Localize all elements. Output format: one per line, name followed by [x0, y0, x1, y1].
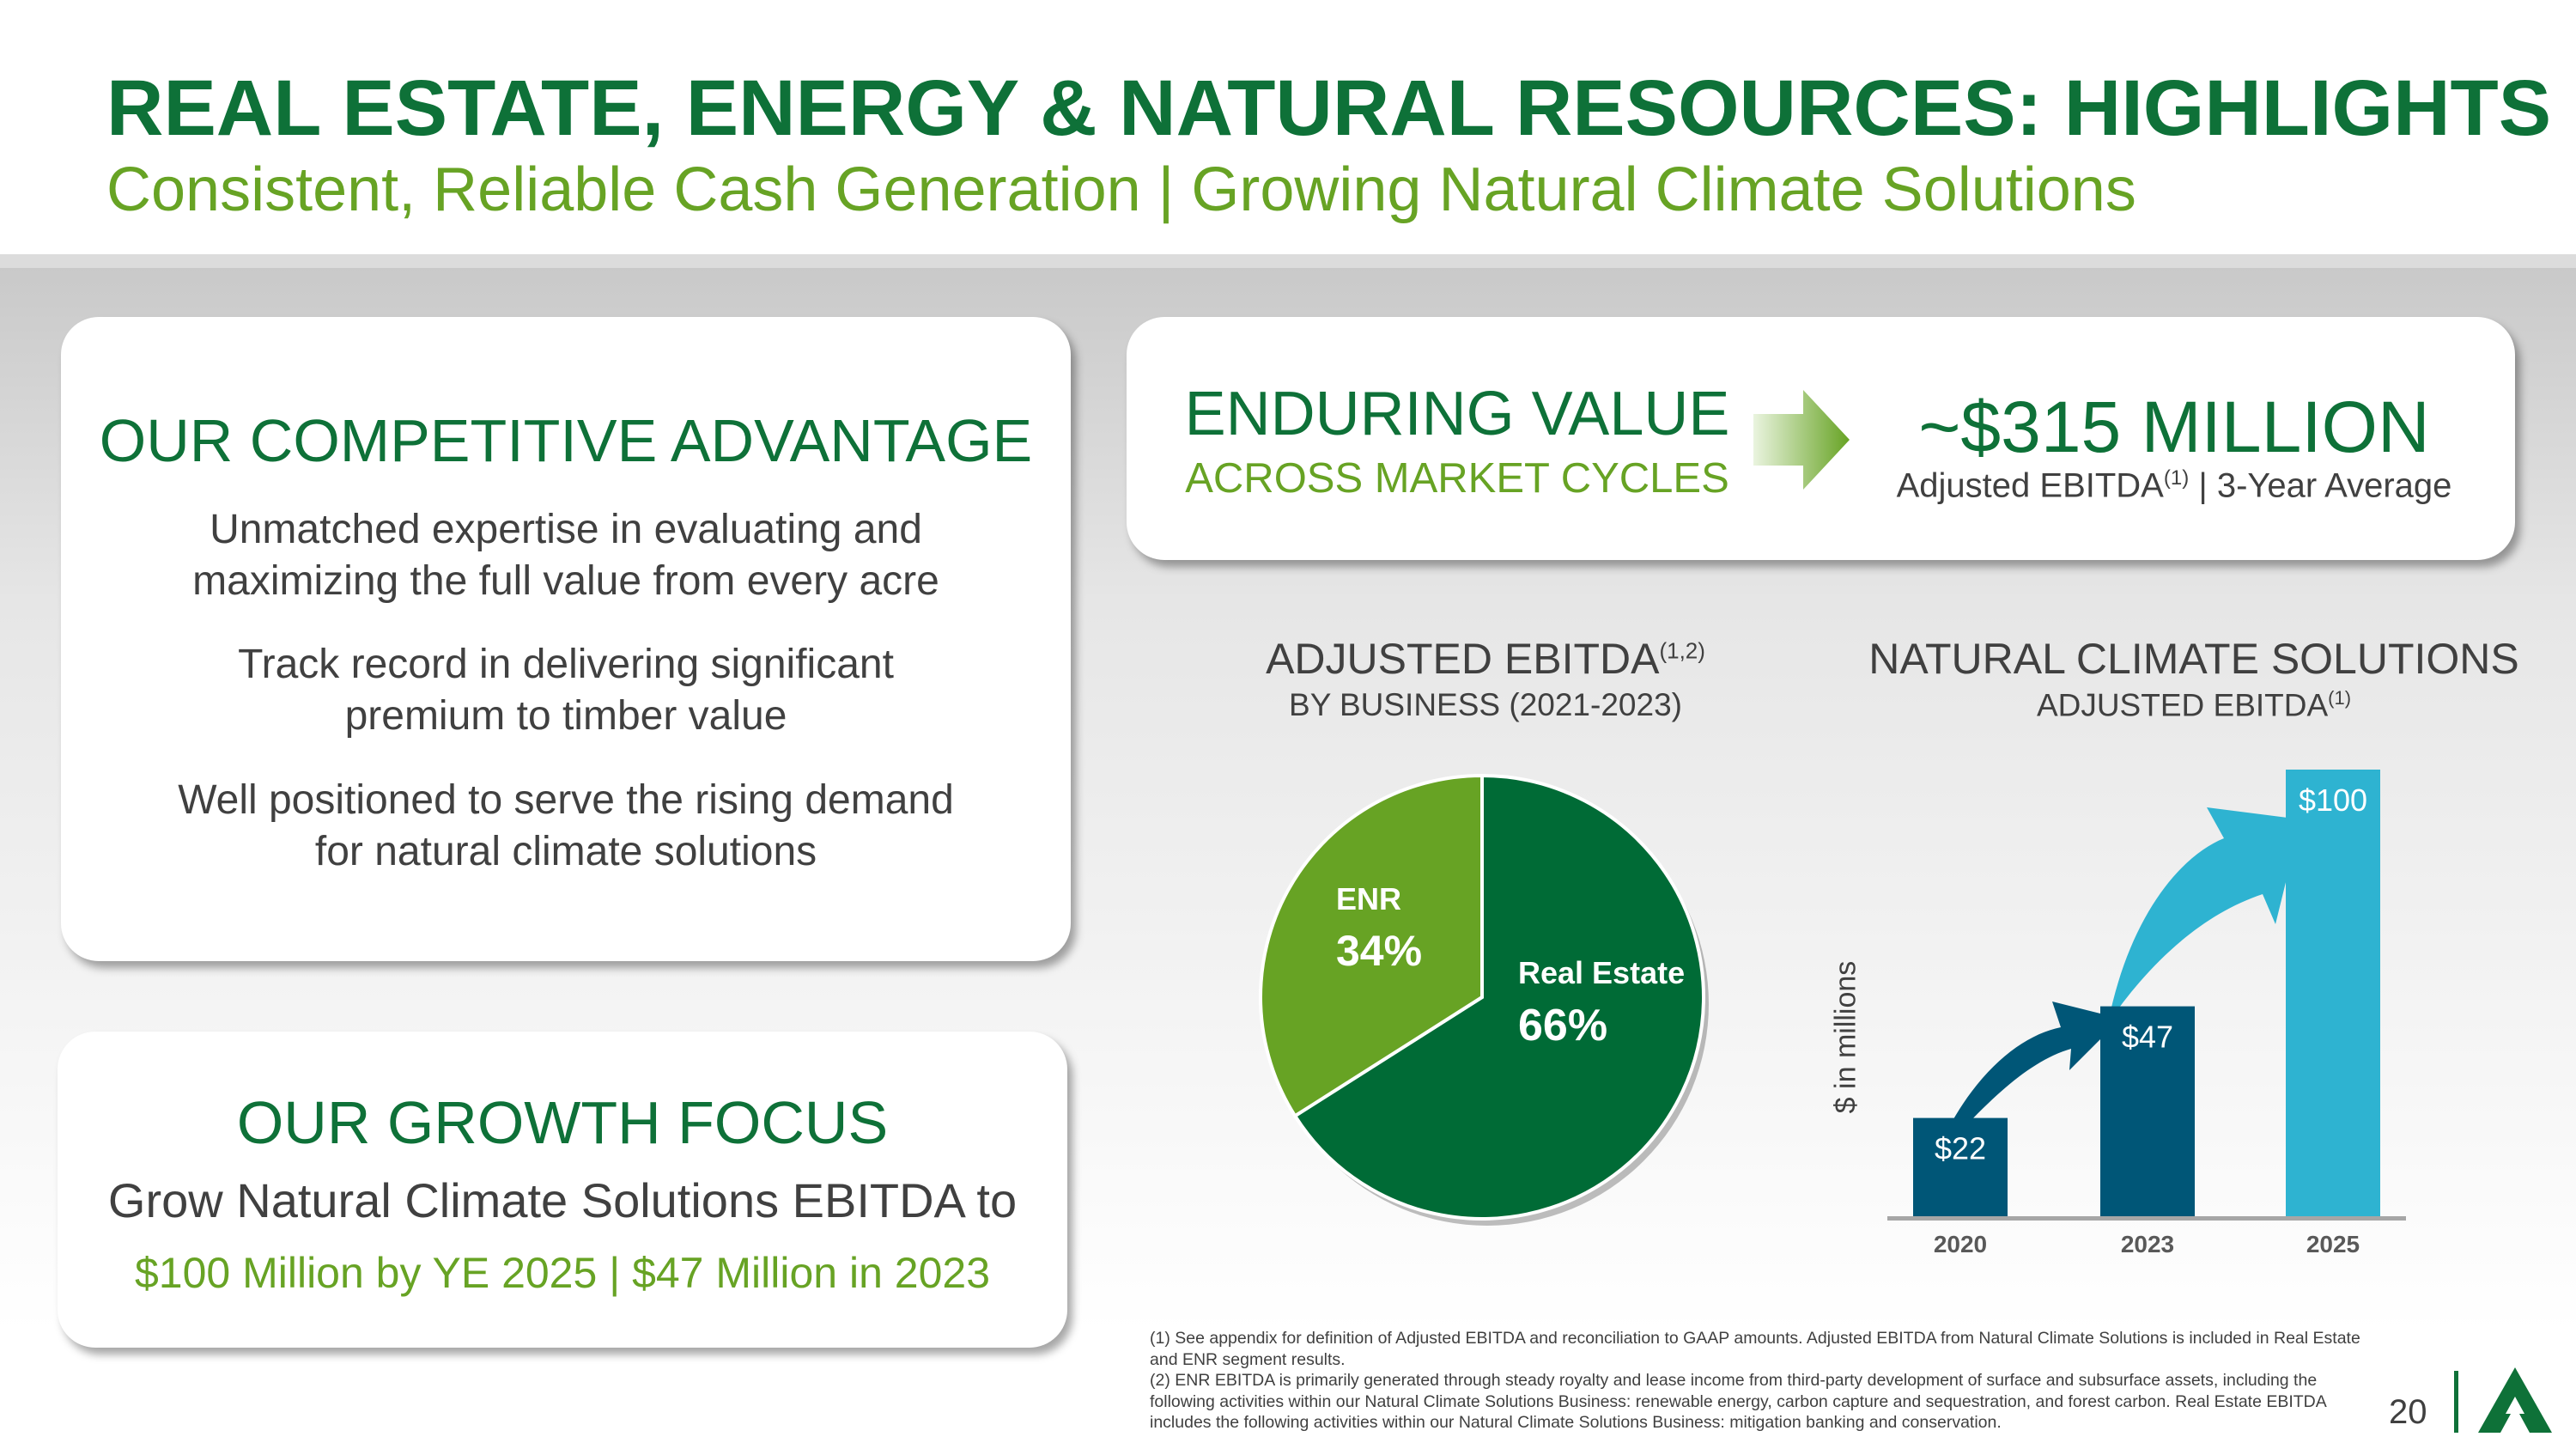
x-tick-label: 2025 [2306, 1231, 2360, 1257]
header [0, 0, 2576, 268]
growth-arrow-icon [2108, 807, 2301, 1023]
footnote-ref: (1) [2163, 466, 2190, 490]
divider [2454, 1371, 2458, 1433]
footnote-ref: (1,2) [1659, 637, 1705, 664]
point-line: Well positioned to serve the rising dema… [178, 777, 954, 823]
footnote-ref: (1) [2328, 687, 2352, 709]
x-tick-label: 2020 [1934, 1231, 1987, 1257]
y-axis-label: $ in millions [1829, 960, 1862, 1114]
page-number: 20 [2389, 1393, 2427, 1431]
card-heading: OUR GROWTH FOCUS [236, 1089, 889, 1156]
bar-value-label: $22 [1935, 1131, 1986, 1166]
value-caption: Adjusted EBITDA(1) | 3-Year Average [1831, 466, 2518, 505]
enduring-value-card: ENDURING VALUE ACROSS MARKET CYCLES ~$31… [1127, 317, 2515, 560]
pie-chart [1259, 773, 1709, 1226]
footnote-2: (2) ENR EBITDA is primarily generated th… [1150, 1371, 2326, 1432]
advantage-point: Unmatched expertise in evaluating and ma… [61, 504, 1071, 607]
bar-2023 [2100, 1006, 2195, 1216]
footnote-1: (1) See appendix for definition of Adjus… [1150, 1329, 2360, 1369]
point-line: premium to timber value [344, 693, 787, 739]
bar-value-label: $100 [2299, 782, 2367, 818]
bar-chart-title: NATURAL CLIMATE SOLUTIONS [1868, 635, 2519, 683]
caption-text: | 3-Year Average [2189, 466, 2452, 505]
pie-value-enr: 34% [1336, 927, 1423, 975]
caption-text: Adjusted EBITDA [1896, 466, 2164, 505]
page-title: REAL ESTATE, ENERGY & NATURAL RESOURCES:… [106, 64, 2552, 152]
bar-value-label: $47 [2122, 1020, 2173, 1055]
page-subtitle: Consistent, Reliable Cash Generation | G… [106, 155, 2136, 224]
pie-chart-title: ADJUSTED EBITDA(1,2) [1185, 634, 1786, 684]
value-amount: ~$315 MILLION [1918, 387, 2430, 467]
value-heading: ENDURING VALUE [1184, 380, 1730, 448]
growth-arrow-icon [1932, 1002, 2121, 1163]
bar-2025 [2286, 770, 2380, 1216]
pie-chart-subtitle: BY BUSINESS (2021-2023) [1289, 687, 1682, 722]
pie-label-enr: ENR [1336, 881, 1402, 916]
x-tick-label: 2023 [2121, 1231, 2174, 1257]
chart-subtitle-text: ADJUSTED EBITDA [2036, 687, 2329, 723]
arrow-right-icon [1753, 390, 1850, 490]
pie-label-real-estate: Real Estate [1518, 955, 1686, 990]
point-line: maximizing the full value from every acr… [192, 558, 939, 604]
company-logo [2478, 1367, 2552, 1433]
growth-text: Grow Natural Climate Solutions EBITDA to [107, 1173, 1018, 1227]
pie-slice-enr [1259, 773, 1484, 1119]
bar-chart: $22 2020 $47 2023 $100 2025 [1887, 770, 2406, 1257]
point-line: for natural climate solutions [314, 829, 817, 874]
bar-chart-subtitle: ADJUSTED EBITDA(1) [1846, 687, 2542, 723]
competitive-advantage-card: OUR COMPETITIVE ADVANTAGE Unmatched expe… [61, 317, 1071, 961]
bar-2020 [1913, 1117, 2008, 1216]
pie-slice-real-estate [1292, 773, 1705, 1221]
pie-value-real-estate: 66% [1518, 1001, 1608, 1050]
x-axis [1887, 1216, 2406, 1221]
chart-title-text: ADJUSTED EBITDA [1266, 635, 1660, 683]
growth-target: $100 Million by YE 2025 | $47 Million in… [134, 1249, 991, 1297]
value-subheading: ACROSS MARKET CYCLES [1185, 455, 1729, 502]
point-line: Unmatched expertise in evaluating and [210, 507, 922, 552]
point-line: Track record in delivering significant [238, 642, 894, 687]
growth-focus-card: OUR GROWTH FOCUS Grow Natural Climate So… [58, 1032, 1067, 1348]
advantage-point: Well positioned to serve the rising dema… [61, 775, 1071, 878]
card-heading: OUR COMPETITIVE ADVANTAGE [99, 407, 1033, 474]
advantage-point: Track record in delivering significant p… [61, 639, 1071, 742]
